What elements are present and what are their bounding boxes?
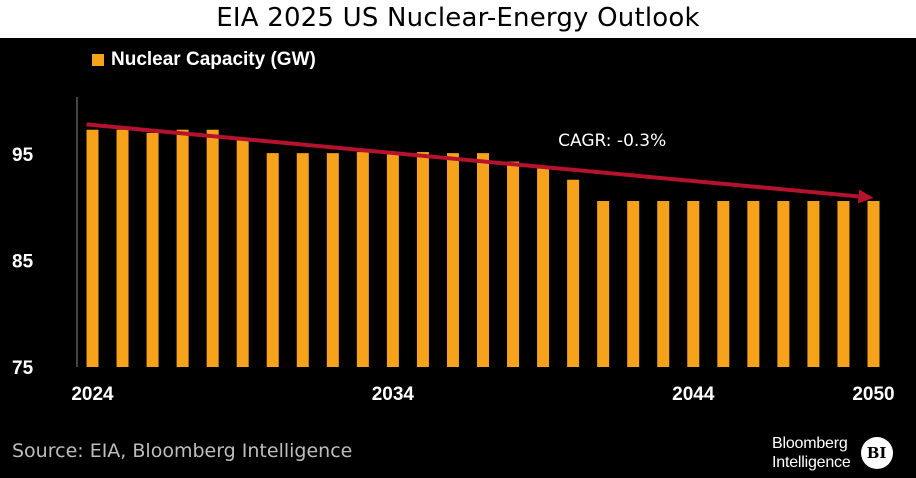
bar-2025 [116,129,129,367]
bar-2048 [807,201,820,367]
bar-2038 [507,161,520,367]
title-band [0,0,916,38]
bar-2050 [867,201,880,367]
y-tick-label: 95 [12,145,34,166]
trend-arrow-line [86,122,859,199]
bar-2027 [176,129,189,367]
bar-2040 [567,179,580,367]
source-note: Source: EIA, Bloomberg Intelligence [12,440,353,462]
logo-line-intelligence: Intelligence [772,454,851,471]
legend: Nuclear Capacity (GW) [92,47,316,73]
legend-swatch [92,54,104,66]
x-tick-label-2044: 2044 [672,384,715,405]
bar-2026 [146,132,159,367]
bar-2029 [236,140,249,367]
cagr-label: CAGR: -0.3% [558,131,666,151]
y-tick-label: 85 [12,252,34,273]
bar-2034 [386,152,399,367]
bar-2028 [206,129,219,367]
x-tick-label-2050: 2050 [852,384,894,405]
bar-2045 [717,201,730,367]
logo-line-bloomberg: Bloomberg [772,435,848,452]
bar-2036 [446,153,459,367]
bar-2033 [356,152,369,367]
x-tick-label-2024: 2024 [71,384,114,405]
bar-2024 [86,129,99,367]
bar-2049 [837,201,850,367]
legend-label: Nuclear Capacity (GW) [111,49,316,70]
bar-2041 [597,201,610,367]
bar-2035 [416,152,429,367]
bar-2043 [657,201,670,367]
bar-2030 [266,153,279,367]
logo-wordmark: Bloomberg Intelligence [772,434,851,472]
x-tick-label-2034: 2034 [372,384,415,405]
trend-arrow-head [857,189,874,204]
bloomberg-intelligence-logo: Bloomberg Intelligence BI [772,432,893,474]
bar-2047 [777,201,790,367]
bar-2039 [537,166,550,367]
chart-title: EIA 2025 US Nuclear-Energy Outlook [216,3,700,33]
bar-2031 [296,153,309,367]
bar-2046 [747,201,760,367]
bar-2037 [477,153,489,367]
y-tick-label: 75 [12,358,34,379]
bar-2042 [627,201,640,367]
bar-2044 [687,201,700,367]
chart-plot: 75 85 95 2024 2034 2044 2050 CAGR: -0.3% [12,97,895,405]
bi-badge-icon: BI [860,437,893,469]
bar-2032 [326,153,339,367]
